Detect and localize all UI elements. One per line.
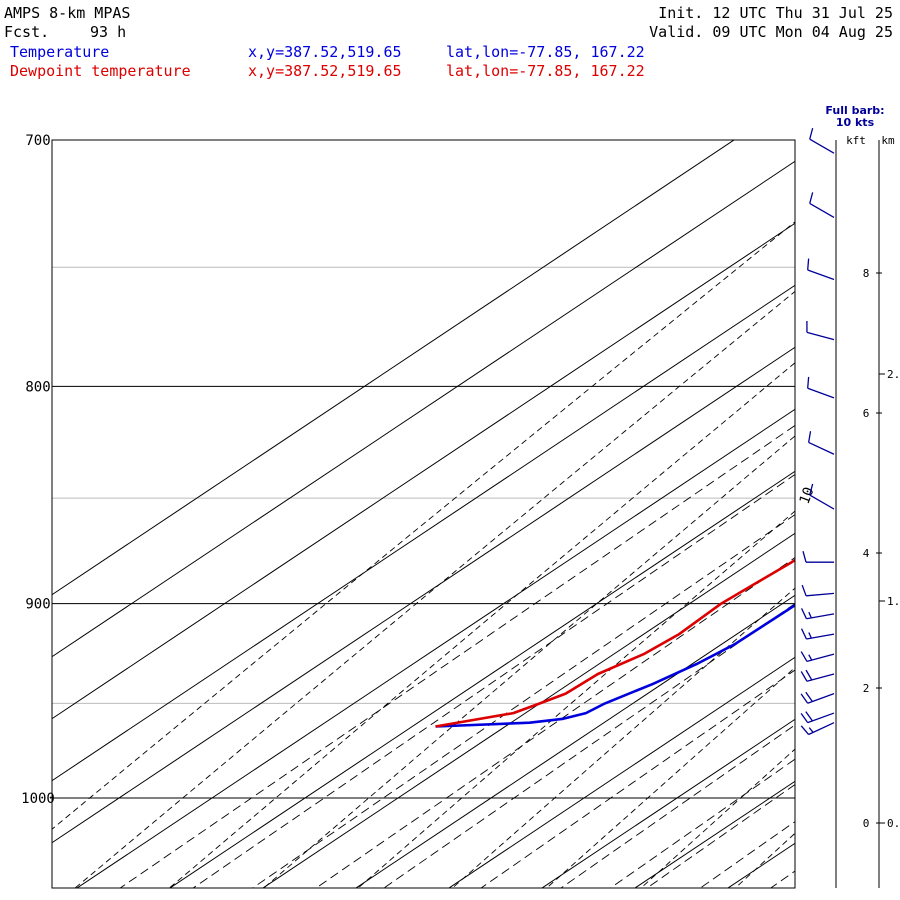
chart-title: AMPS 8-km MPAS (4, 4, 130, 22)
grid-labels: 7008009001000-70-60-50-40-30-20-10022023… (21, 133, 55, 807)
major-isobars (52, 139, 795, 799)
wind-barb (800, 651, 835, 663)
dry-adiabat-line (546, 666, 795, 888)
wind-barb (800, 628, 835, 640)
km-label: km (881, 134, 895, 147)
kft-tick-label: 0 (863, 817, 870, 830)
barb-axis-label: 10 (797, 485, 818, 506)
pressure-tick-label: 800 (25, 379, 50, 395)
kft-tick-label: 4 (863, 547, 870, 560)
isotherm-line (634, 780, 795, 888)
isotherm-line (52, 346, 795, 844)
isotherm-line (52, 222, 795, 720)
km-tick-label: 0. (887, 817, 900, 830)
mixing-ratio-line (251, 514, 795, 888)
wind-barb (801, 584, 835, 597)
dry-adiabat-line (168, 362, 795, 888)
isotherm-line (52, 284, 795, 782)
temperature-latlon: lat,lon=-77.85, 167.22 (446, 43, 645, 61)
barb-note-line2: 10 kts (836, 116, 875, 129)
wind-barb (809, 192, 835, 218)
wind-barbs (800, 127, 835, 736)
mixing-ratio-line (192, 473, 795, 888)
mixing-ratio-line (646, 783, 795, 888)
temperature-profile-line (435, 603, 795, 728)
dewpoint-xy: x,y=387.52,519.65 (248, 62, 402, 80)
km-tick-label: 2. (887, 368, 900, 381)
wind-barb (800, 691, 835, 704)
pressure-tick-label: 900 (25, 597, 50, 613)
wind-barb (809, 483, 835, 510)
wind-barb (800, 711, 835, 724)
isotherm-line (52, 160, 795, 658)
barb-note-line1: Full barb: (825, 104, 884, 117)
mixing-ratio-line (609, 758, 795, 888)
mixing-ratio-line (119, 424, 795, 888)
pressure-tick-label: 1000 (21, 791, 55, 807)
isotherm-line (169, 470, 795, 888)
isotherm-line (355, 594, 795, 888)
isotherm-line (76, 408, 795, 888)
wind-barb (809, 127, 835, 154)
wind-barb (807, 431, 835, 455)
dewpoint-legend: Dewpoint temperature (10, 62, 191, 80)
wind-barb (802, 550, 834, 563)
wind-barb (807, 376, 835, 399)
plot-frame (51, 139, 796, 889)
forecast-label: Fcst. (4, 23, 49, 41)
isotherm-line (52, 140, 735, 596)
kft-tick-label: 6 (863, 407, 870, 420)
kft-label: kft (846, 134, 866, 147)
kft-tick-label: 2 (863, 682, 870, 695)
dry-adiabat-line (640, 748, 795, 888)
isotherm-line (541, 718, 795, 888)
km-tick-label: 1. (887, 595, 900, 608)
mixing-ratio-line (315, 557, 795, 888)
sounding-profiles (435, 558, 795, 728)
wind-barb (800, 669, 835, 682)
valid-time: Valid. 09 UTC Mon 04 Aug 25 (649, 23, 893, 41)
height-axis: 8 6 4 2 0 2. 1. 0. (835, 140, 900, 888)
dry-adiabat-line (451, 587, 795, 888)
forecast-hours: 93 h (90, 23, 126, 41)
dewpoint-profile-line (435, 558, 795, 728)
isotherm-line (448, 656, 795, 888)
wind-barb (800, 608, 835, 620)
wind-barb (800, 722, 835, 736)
dry-adiabat-line (74, 290, 795, 888)
wind-barb (806, 320, 835, 341)
init-time: Init. 12 UTC Thu 31 Jul 25 (658, 4, 893, 22)
kft-tick-label: 8 (863, 267, 870, 280)
isotherm-line (743, 3, 900, 900)
mixing-ratio-line (560, 724, 795, 888)
dewpoint-latlon: lat,lon=-77.85, 167.22 (446, 62, 645, 80)
mixing-ratio-lines (119, 424, 795, 888)
isotherms (52, 3, 900, 900)
isotherm-line (262, 532, 795, 888)
pressure-tick-label: 700 (25, 133, 50, 149)
temperature-xy: x,y=387.52,519.65 (248, 43, 402, 61)
wind-barb (807, 258, 835, 281)
temperature-legend: Temperature (10, 43, 109, 61)
minor-isobars (52, 266, 795, 704)
dry-adiabat-line (357, 510, 795, 888)
dry-adiabat-line (734, 832, 795, 888)
